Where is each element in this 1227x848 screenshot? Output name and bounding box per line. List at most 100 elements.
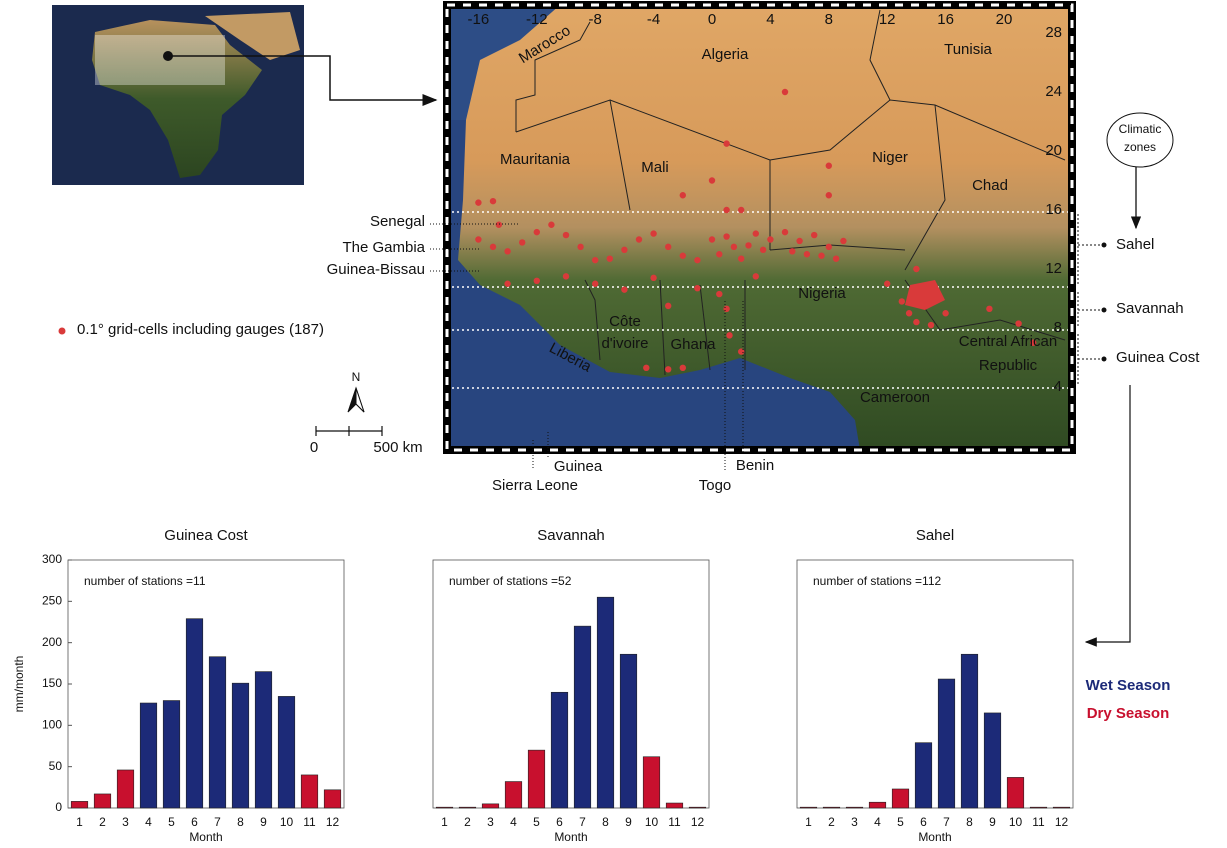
north-label: N [352, 370, 361, 384]
lat-tick-label: 24 [1045, 83, 1062, 100]
bar [822, 806, 841, 809]
chart-title: Sahel [916, 527, 954, 544]
x-tick-label: 5 [168, 815, 175, 829]
x-tick-label: 2 [828, 815, 835, 829]
bar [435, 806, 454, 809]
gauge-dot [796, 237, 803, 245]
lon-tick-label: -4 [647, 11, 660, 28]
gauge-dot [665, 366, 672, 373]
outside-label: Senegal [370, 213, 425, 230]
gauge-dot [665, 243, 672, 251]
lon-tick-label: -12 [526, 11, 548, 28]
gauge-dot [738, 206, 745, 214]
bar [1006, 777, 1025, 809]
bar [937, 678, 956, 809]
zones-title: Climatic [1119, 122, 1162, 136]
country-label: Ghana [670, 336, 716, 353]
bar [254, 671, 273, 809]
zone-label: Guinea Cost [1116, 349, 1200, 366]
x-tick-label: 4 [145, 815, 152, 829]
country-label: Central African [959, 333, 1057, 350]
y-tick-label: 300 [42, 552, 62, 566]
country-label: Mali [641, 159, 669, 176]
gauge-dot [789, 248, 796, 255]
scale-label: 0 [310, 439, 318, 456]
gauge-dot [781, 88, 789, 96]
gauge-dot [884, 280, 891, 287]
x-tick-label: 12 [691, 815, 705, 829]
country-label: Côte [609, 313, 641, 330]
y-tick-label: 50 [49, 759, 63, 773]
legend-entry: Dry Season [1087, 705, 1170, 722]
chart-title: Guinea Cost [164, 527, 248, 544]
x-tick-label: 10 [280, 815, 294, 829]
bar [208, 656, 227, 809]
gauge-legend: 0.1° grid-cells including gauges (187) [77, 321, 324, 338]
outside-label: Benin [736, 457, 774, 474]
x-tick-label: 2 [99, 815, 106, 829]
outside-label: Togo [699, 477, 732, 494]
plot-frame [67, 559, 345, 809]
lon-tick-label: 20 [996, 11, 1013, 28]
country-label: d'ivoire [601, 335, 648, 352]
lon-tick-label: -8 [589, 11, 602, 28]
gauge-dot [716, 251, 723, 258]
gauge-dot [533, 228, 540, 236]
x-tick-label: 4 [510, 815, 517, 829]
bar [116, 769, 135, 809]
gauge-dot [708, 236, 716, 243]
gauge-dot [781, 228, 789, 236]
bar [481, 803, 500, 809]
annotation: number of stations =11 [84, 574, 206, 588]
x-tick-label: 9 [260, 815, 267, 829]
x-axis-label: Month [554, 830, 587, 844]
bar [231, 682, 250, 809]
outside-label: Sierra Leone [492, 477, 578, 494]
lon-tick-label: 0 [708, 11, 716, 28]
zone-label: Sahel [1116, 236, 1154, 253]
gauge-dot [767, 236, 774, 243]
x-tick-label: 1 [441, 815, 448, 829]
x-tick-label: 2 [464, 815, 471, 829]
x-tick-label: 1 [76, 815, 83, 829]
lon-tick-label: 4 [766, 11, 774, 28]
bar [573, 625, 592, 809]
gauge-dot [942, 310, 949, 317]
annotation: number of stations =112 [813, 574, 942, 588]
gauge-dot [475, 199, 482, 206]
gauge-dot [650, 230, 657, 237]
bar [688, 806, 707, 809]
inset-map [52, 5, 438, 185]
gauge-dot [840, 237, 847, 245]
lon-tick-label: 16 [937, 11, 954, 28]
gauge-dot [818, 252, 825, 259]
gauge-dot [726, 332, 733, 339]
x-tick-label: 12 [326, 815, 340, 829]
gauge-dot [905, 310, 913, 317]
gauge-dot [723, 140, 730, 147]
bar [185, 618, 204, 809]
x-tick-label: 6 [920, 815, 927, 829]
plot-frame [432, 559, 710, 809]
gauge-dot [679, 364, 686, 372]
gauge-dot [913, 318, 920, 326]
lon-tick-label: 8 [825, 11, 833, 28]
gauge-dot [519, 239, 526, 246]
x-axis-label: Month [189, 830, 222, 844]
zones-title: zones [1124, 140, 1156, 154]
gauge-dot [1030, 339, 1037, 346]
gauge-dot [679, 252, 686, 259]
bar [323, 789, 342, 809]
lat-tick-label: 28 [1045, 24, 1062, 41]
bar [458, 806, 477, 809]
gauge-dot [1015, 320, 1022, 327]
lat-tick-label: 20 [1045, 142, 1062, 159]
lon-tick-label: 12 [879, 11, 896, 28]
bar [914, 742, 933, 809]
charts: Guinea Cost number of stations =11 Month mm… [12, 527, 1074, 844]
legend-entry: Wet Season [1086, 677, 1171, 694]
x-tick-label: 8 [602, 815, 609, 829]
bar [868, 801, 887, 809]
gauge-dot [825, 243, 832, 251]
gauge-dot [504, 248, 511, 255]
